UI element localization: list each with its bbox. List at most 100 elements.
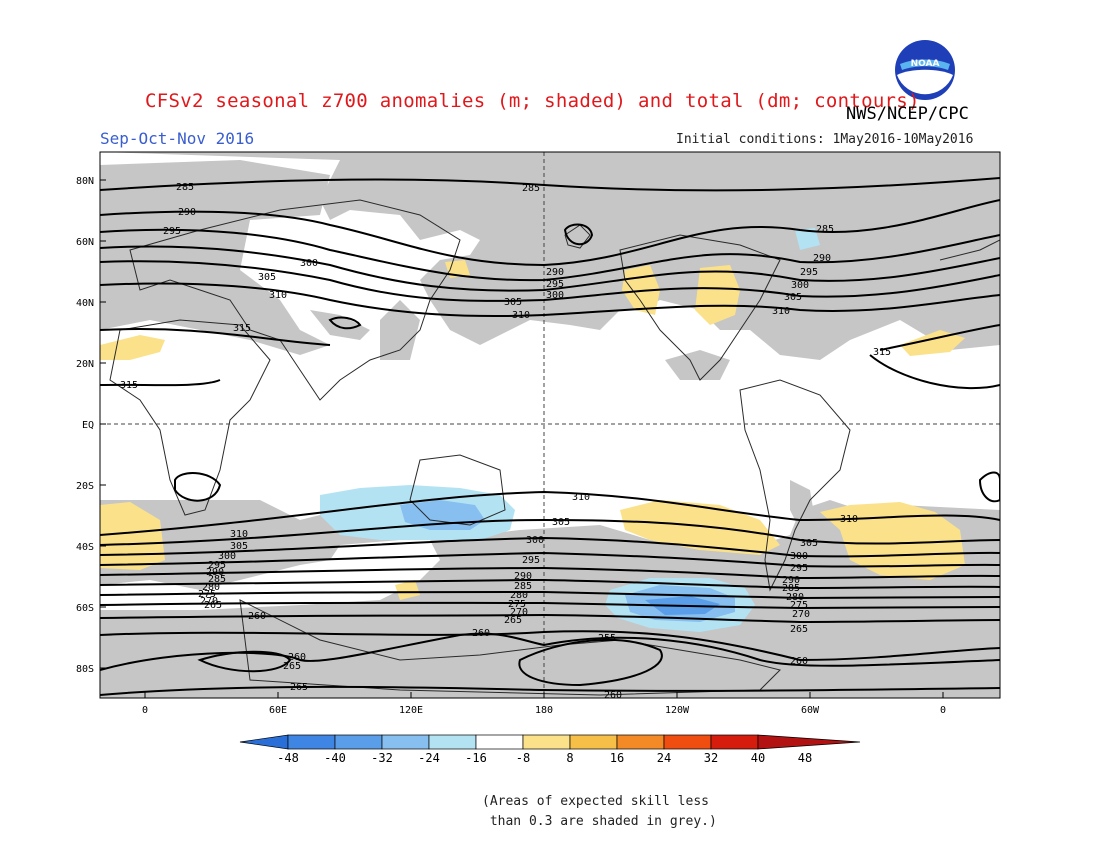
contour-label: 255	[598, 633, 616, 644]
contour-label: 300	[790, 551, 808, 562]
noaa-logo: NOAA	[895, 40, 955, 100]
colorbar-swatch	[522, 734, 571, 750]
colorbar-swatch	[428, 734, 477, 750]
contour-label: 305	[258, 272, 276, 283]
contour-label: 300	[546, 290, 564, 301]
colorbar-swatch	[616, 734, 665, 750]
contour-label: 275	[790, 600, 808, 611]
colorbar-swatch	[569, 734, 618, 750]
contour-label: 305	[504, 297, 522, 308]
contour-label: 260	[472, 628, 490, 639]
contour-label: 290	[206, 567, 224, 578]
contour-label-sh-east: 310 305 300 295 290 285 280 275 270 265 …	[782, 514, 858, 667]
skill-note: (Areas of expected skill less than 0.3 a…	[482, 792, 717, 832]
contour-label: 300	[791, 280, 809, 291]
lon-label: 0	[142, 705, 148, 716]
contour-label: 290	[514, 571, 532, 582]
colorbar-tick-label: 48	[798, 751, 812, 765]
contour-label: 270	[200, 596, 218, 607]
colorbar-tick-label: -48	[277, 751, 299, 765]
contour-label: 310	[269, 290, 287, 301]
contour-label: 265	[290, 682, 308, 693]
colorbar-arrow-high	[757, 734, 861, 750]
noaa-logo-text: NOAA	[911, 59, 940, 69]
lat-label: 40N	[76, 298, 94, 309]
colorbar-tick-label: -40	[324, 751, 346, 765]
contour-label: 290	[178, 207, 196, 218]
colorbar-tick-label: 32	[704, 751, 718, 765]
contour-label: 295	[163, 226, 181, 237]
height-contours	[100, 177, 1000, 696]
contour-label: 260	[790, 656, 808, 667]
colorbar-swatch	[381, 734, 430, 750]
contour-label: 310	[772, 306, 790, 317]
latitude-labels: 80N 60N 40N 20N EQ 20S 40S 60S 80S	[76, 176, 94, 675]
axis-ticks	[100, 179, 944, 698]
contour-label: 275	[198, 589, 216, 600]
longitude-labels: 0 60E 120E 180 120W 60W 0	[142, 705, 946, 716]
colorbar-tick-label: 16	[610, 751, 624, 765]
lat-label: 40S	[76, 542, 94, 553]
contour-label: 270	[792, 609, 810, 620]
colorbar-swatch	[287, 734, 336, 750]
colorbar-tick-label: -24	[418, 751, 440, 765]
contour-label: 295	[800, 267, 818, 278]
positive-anomaly-8-16	[100, 260, 965, 600]
chart-title: CFSv2 seasonal z700 anomalies (m; shaded…	[145, 90, 920, 112]
contour-label: 285	[208, 574, 226, 585]
contour-label: 265	[283, 661, 301, 672]
contour-label: 290	[813, 253, 831, 264]
contour-label: 290	[782, 575, 800, 586]
contour-label: 260	[288, 652, 306, 663]
colorbar-tick-label: 40	[751, 751, 765, 765]
contour-label: 300	[300, 258, 318, 269]
contour-label: 310	[840, 514, 858, 525]
contour-label: 290	[546, 267, 564, 278]
lon-label: 120E	[399, 705, 423, 716]
contour-label: 295	[546, 279, 564, 290]
lat-label: 60S	[76, 603, 94, 614]
skill-note-line2: than 0.3 are shaded in grey.)	[482, 814, 717, 829]
contour-label: 285	[514, 581, 532, 592]
contour-label: 315	[233, 323, 251, 334]
lat-label: 20N	[76, 359, 94, 370]
colorbar-swatch	[710, 734, 759, 750]
contour-label: 260	[248, 611, 266, 622]
map-frame	[99, 151, 1001, 699]
colorbar-swatch	[663, 734, 712, 750]
lat-label: 60N	[76, 237, 94, 248]
season-label: Sep-Oct-Nov 2016	[100, 129, 255, 148]
colorbar-tick-label: -16	[465, 751, 487, 765]
contour-label: 310	[230, 529, 248, 540]
contour-label: 275	[508, 599, 526, 610]
skill-note-line1: (Areas of expected skill less	[482, 794, 709, 809]
contour-label: 315	[873, 347, 891, 358]
contour-label: 310	[572, 492, 590, 503]
initial-conditions-label: Initial conditions: 1May2016-10May2016	[676, 132, 974, 147]
contour-label: 305	[784, 292, 802, 303]
colorbar-swatch	[334, 734, 383, 750]
contour-label: 300	[218, 551, 236, 562]
colorbar-tick-label: 24	[657, 751, 671, 765]
lat-label: 80N	[76, 176, 94, 187]
contour-label: 285	[176, 182, 194, 193]
contour-label: 295	[790, 563, 808, 574]
agency-label: NWS/NCEP/CPC	[846, 104, 969, 124]
lat-label: 80S	[76, 664, 94, 675]
contour-label: 310	[512, 310, 530, 321]
contour-label: 305	[552, 517, 570, 528]
contour-label: 295	[522, 555, 540, 566]
colorbar-swatch	[475, 734, 524, 750]
colorbar-tick-label: -32	[371, 751, 393, 765]
contour-label: 300	[526, 535, 544, 546]
colorbar: -48 -40 -32 -24 -16 -8 8 16 24 32 40 48	[239, 734, 861, 765]
lon-label: 60E	[269, 705, 287, 716]
contour-label-sh-center: 310 305 300 295 290 285 280 275 270 265 …	[472, 492, 622, 701]
contour-label-nh: 285 285 290 295 300 305 310 315 315 290 …	[120, 182, 891, 391]
contour-label: 280	[202, 582, 220, 593]
contour-label-sh-west: 310 305 300 295 290 285 280 275 270 265 …	[198, 529, 308, 693]
colorbar-tick-label: 8	[566, 751, 573, 765]
contour-label: 285	[522, 183, 540, 194]
contour-label: 280	[786, 592, 804, 603]
